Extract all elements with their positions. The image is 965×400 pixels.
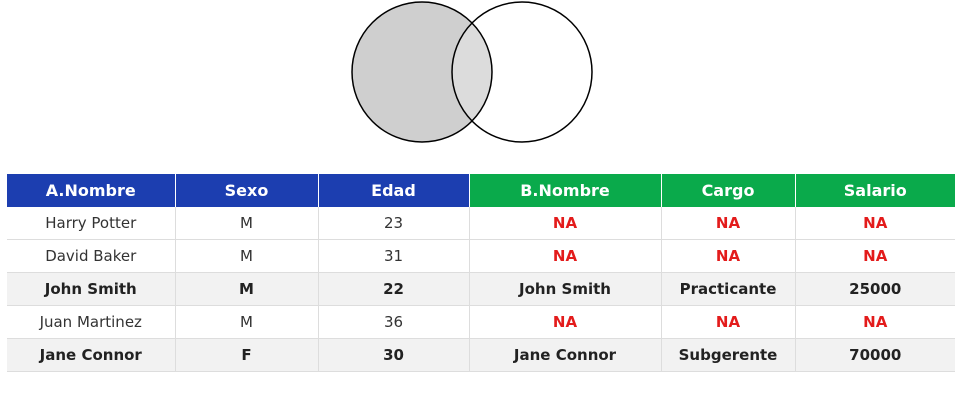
cell-b-nombre: NA	[469, 207, 662, 240]
cell-sexo: M	[175, 305, 319, 339]
cell-salario: NA	[795, 239, 955, 273]
header-salario: Salario	[795, 174, 955, 207]
cell-edad: 23	[318, 207, 470, 240]
table-header-row: A.Nombre Sexo Edad B.Nombre Cargo Salari…	[7, 174, 955, 207]
cell-b-nombre: Jane Connor	[469, 338, 662, 372]
right-set-circle	[452, 2, 592, 142]
cell-sexo: M	[175, 207, 319, 240]
header-a-nombre: A.Nombre	[7, 174, 176, 207]
left-set-circle	[352, 2, 492, 142]
header-cargo: Cargo	[661, 174, 796, 207]
cell-cargo: Practicante	[661, 272, 796, 306]
left-set-outline	[351, 1, 493, 143]
cell-cargo: NA	[661, 239, 796, 273]
cell-b-nombre: NA	[469, 305, 662, 339]
right-set-outline	[451, 1, 593, 143]
joined-result-table: A.Nombre Sexo Edad B.Nombre Cargo Salari…	[7, 174, 955, 372]
cell-salario: NA	[795, 305, 955, 339]
cell-salario: 25000	[795, 272, 955, 306]
cell-a-nombre: Juan Martinez	[7, 305, 176, 339]
cell-edad: 30	[318, 338, 470, 372]
cell-edad: 22	[318, 272, 470, 306]
cell-b-nombre: John Smith	[469, 272, 662, 306]
venn-diagram	[351, 1, 593, 143]
cell-a-nombre: Jane Connor	[7, 338, 176, 372]
table-row: David Baker M 31 NA NA NA	[7, 239, 955, 273]
table-body: Harry Potter M 23 NA NA NA David Baker M 31 NA NA N…	[7, 207, 955, 372]
table-row: Harry Potter M 23 NA NA NA	[7, 207, 955, 240]
cell-sexo: M	[175, 272, 319, 306]
cell-salario: 70000	[795, 338, 955, 372]
cell-b-nombre: NA	[469, 239, 662, 273]
header-b-nombre: B.Nombre	[469, 174, 662, 207]
header-sexo: Sexo	[175, 174, 319, 207]
table-row: Juan Martinez M 36 NA NA NA	[7, 305, 955, 339]
cell-edad: 36	[318, 305, 470, 339]
table-row: Jane Connor F 30 Jane Connor Subgerente 70000	[7, 338, 955, 372]
header-edad: Edad	[318, 174, 470, 207]
cell-sexo: F	[175, 338, 319, 372]
table-row: John Smith M 22 John Smith Practicante 25000	[7, 272, 955, 306]
cell-cargo: Subgerente	[661, 338, 796, 372]
cell-a-nombre: David Baker	[7, 239, 176, 273]
cell-edad: 31	[318, 239, 470, 273]
cell-cargo: NA	[661, 207, 796, 240]
cell-cargo: NA	[661, 305, 796, 339]
cell-a-nombre: Harry Potter	[7, 207, 176, 240]
cell-a-nombre: John Smith	[7, 272, 176, 306]
cell-sexo: M	[175, 239, 319, 273]
cell-salario: NA	[795, 207, 955, 240]
